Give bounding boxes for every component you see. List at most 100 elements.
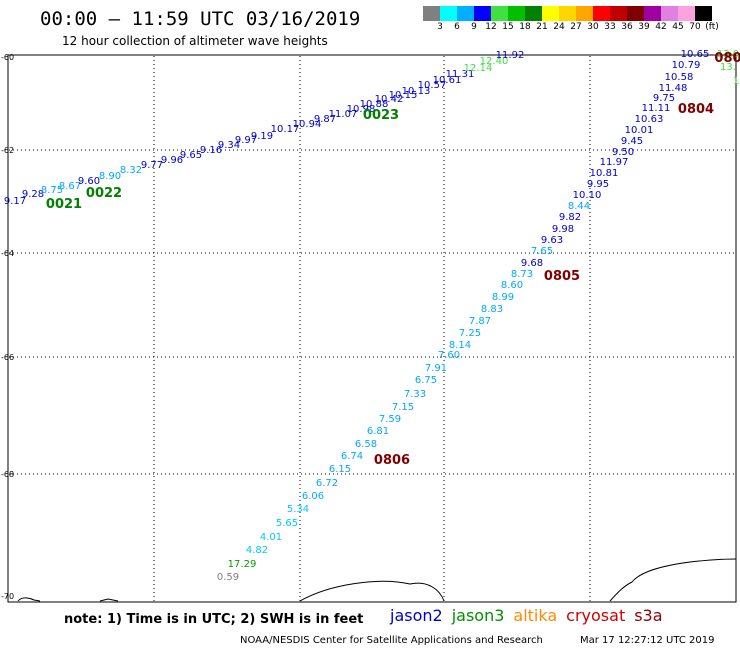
- wave-height-label: 8.99: [492, 292, 514, 303]
- wave-height-label: 10.88: [360, 99, 389, 110]
- wave-height-label: 6.58: [355, 439, 377, 450]
- wave-height-label: 9.95: [587, 179, 609, 190]
- wave-height-label: 8.73: [511, 269, 533, 280]
- y-tick-label: -60: [1, 53, 14, 62]
- wave-height-label: 10.15: [389, 90, 418, 101]
- wave-height-label: 7.25: [459, 328, 481, 339]
- wave-height-label: 9.16: [200, 145, 222, 156]
- wave-height-label: 10.94: [293, 119, 322, 130]
- mission-legend: jason2 jason3 altika cryosat s3a: [390, 606, 672, 625]
- wave-height-label: 8.32: [120, 165, 142, 176]
- page-subtitle: 12 hour collection of altimeter wave hei…: [62, 34, 328, 48]
- legend-label: 36: [621, 22, 633, 32]
- legend-swatch: [457, 6, 474, 21]
- wave-height-label: 11.07: [329, 109, 358, 120]
- legend-swatch: [644, 6, 661, 21]
- wave-height-label: 7.59: [379, 414, 401, 425]
- y-tick-label: -68: [1, 470, 14, 479]
- wave-height-label: 11.11: [642, 103, 671, 114]
- color-scale-legend: 3 6 9 12 15 18 21 24 27 30 33 36 39 42 45 70 (ft): [423, 6, 719, 35]
- map-frame: [7, 54, 737, 603]
- wave-height-label: 1: [733, 76, 739, 87]
- wave-height-label: 9.98: [552, 224, 574, 235]
- wave-height-label: 6.81: [367, 426, 389, 437]
- legend-swatch: [508, 6, 525, 21]
- track-segment-label: 0023: [363, 108, 399, 123]
- track-segment-label: 080: [714, 51, 740, 66]
- legend-swatch: [440, 6, 457, 21]
- wave-height-label: 9.60: [78, 176, 100, 187]
- legend-label: 15: [502, 22, 514, 32]
- wave-height-label: 17.29: [228, 559, 257, 570]
- wave-height-label: 0.59: [217, 572, 239, 583]
- wave-height-label: 10.65: [681, 49, 710, 60]
- wave-height-label: 9.34: [218, 140, 240, 151]
- legend-swatch: [423, 6, 440, 21]
- wave-height-label: 4.82: [246, 545, 268, 556]
- legend-label: 33: [604, 22, 616, 32]
- track-segment-label: 0804: [678, 102, 714, 117]
- legend-label: 39: [638, 22, 650, 32]
- legend-swatch: [474, 6, 491, 21]
- wave-height-label: 9.19: [251, 131, 273, 142]
- track-segment-label: 0805: [544, 269, 580, 284]
- wave-height-label: 10.01: [625, 125, 654, 136]
- y-tick-label: -70: [1, 592, 14, 601]
- page-title: 00:00 – 11:59 UTC 03/16/2019: [40, 8, 361, 30]
- wave-height-label: 8.44: [568, 201, 590, 212]
- legend-swatch: [525, 6, 542, 21]
- wave-height-label: 5.65: [276, 518, 298, 529]
- mission-legend-item: altika: [513, 606, 558, 625]
- wave-height-label: 7.91: [425, 363, 447, 374]
- wave-height-label: 7.60: [438, 350, 460, 361]
- wave-height-label: 11.97: [600, 157, 629, 168]
- wave-height-label: 10.98: [347, 104, 376, 115]
- wave-height-label: 9.28: [22, 189, 44, 200]
- legend-swatch: [610, 6, 627, 21]
- wave-height-label: 10.58: [665, 72, 694, 83]
- wave-height-label: 10.57: [418, 80, 447, 91]
- track-segment-label: 0022: [86, 186, 122, 201]
- wave-height-label: 6.72: [316, 478, 338, 489]
- wave-height-label: 10.10: [573, 190, 602, 201]
- legend-swatch: [695, 6, 712, 21]
- wave-height-label: 5.34: [287, 504, 309, 515]
- wave-height-label: 9.82: [559, 212, 581, 223]
- legend-swatch: [559, 6, 576, 21]
- wave-height-label: 7.65: [531, 246, 553, 257]
- wave-height-label: 11.92: [496, 50, 525, 61]
- legend-label: 42: [655, 22, 667, 32]
- legend-swatch: [627, 6, 644, 21]
- legend-label: 21: [536, 22, 548, 32]
- legend-swatch: [542, 6, 559, 21]
- wave-height-label: 8.83: [481, 304, 503, 315]
- wave-height-label: 10.42: [375, 94, 404, 105]
- mission-legend-item: jason2: [390, 606, 443, 625]
- wave-height-label: 9.97: [235, 135, 257, 146]
- coastline: [17, 558, 737, 602]
- map-grid: [9, 56, 735, 601]
- wave-height-label: 9.45: [621, 136, 643, 147]
- mission-legend-item: cryosat: [566, 606, 626, 625]
- legend-label: 30: [587, 22, 599, 32]
- wave-height-label: 11.48: [659, 83, 688, 94]
- y-tick-label: -64: [1, 249, 14, 258]
- mission-legend-item: jason3: [451, 606, 505, 625]
- wave-height-label: 8.90: [99, 171, 121, 182]
- legend-label: (ft): [705, 22, 719, 32]
- wave-height-label: 9.75: [653, 93, 675, 104]
- wave-height-label: 9.68: [521, 258, 543, 269]
- generation-timestamp: Mar 17 12:27:12 UTC 2019: [580, 635, 715, 646]
- legend-swatch: [678, 6, 695, 21]
- wave-height-label: 8.14: [449, 340, 471, 351]
- legend-label: 27: [570, 22, 582, 32]
- wave-height-label: 10.61: [433, 75, 462, 86]
- wave-height-label: 6.15: [329, 464, 351, 475]
- wave-height-label: 4.01: [260, 532, 282, 543]
- wave-height-label: 9.96: [161, 155, 183, 166]
- track-segment-labels: 0021 0022 0023 0804 0805 0806 080: [46, 51, 740, 468]
- wave-height-label: 8.60: [501, 280, 523, 291]
- legend-label: 12: [485, 22, 497, 32]
- wave-height-label: 9.63: [541, 235, 563, 246]
- wave-height-label: 9.17: [4, 196, 26, 207]
